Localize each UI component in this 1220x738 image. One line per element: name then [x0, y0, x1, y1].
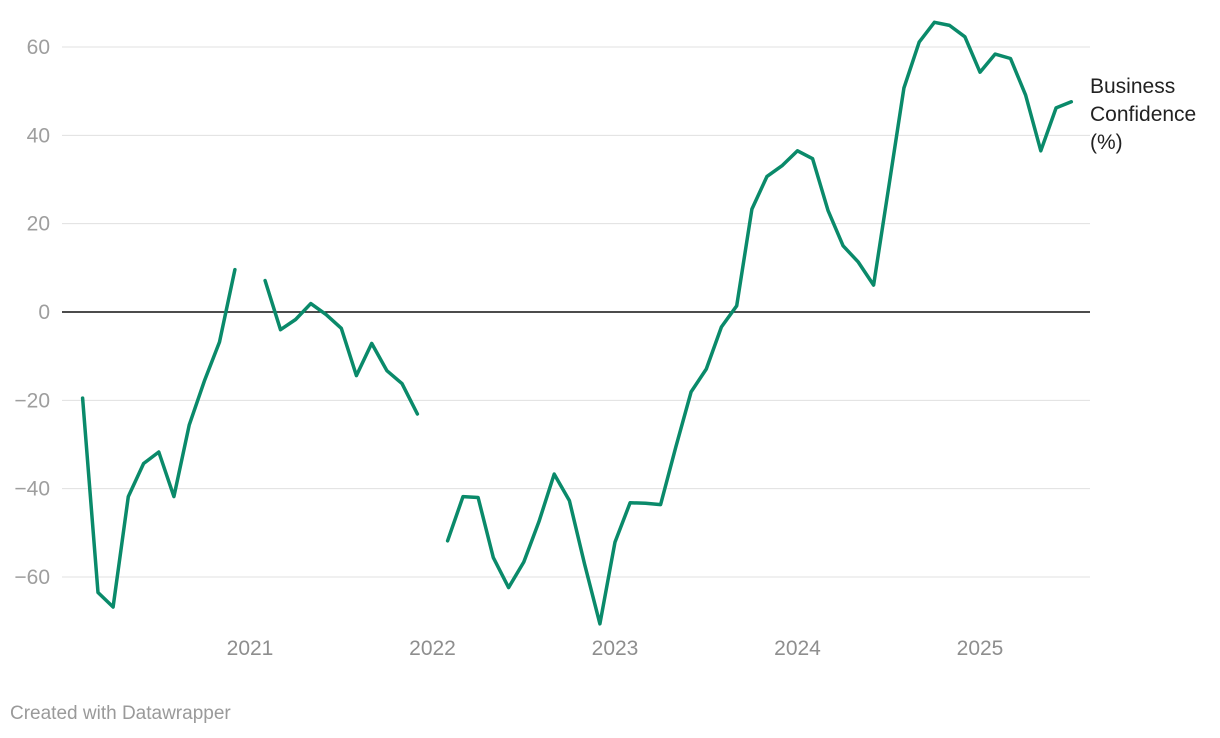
series-lines: [80, 20, 1074, 626]
y-axis-tick-labels: −60 −40 −20 0 20 40 60: [14, 36, 50, 589]
y-tick-label: 60: [27, 36, 50, 59]
y-tick-label: 40: [27, 124, 50, 147]
series-line-segment: [80, 267, 237, 609]
series-line-segment: [263, 278, 420, 416]
x-tick-label: 2022: [409, 637, 456, 660]
y-tick-label: −40: [14, 478, 50, 501]
y-tick-label: −20: [14, 389, 50, 412]
gridlines: [62, 46, 1090, 578]
credit-footer: Created with Datawrapper: [10, 703, 231, 724]
x-tick-label: 2023: [592, 637, 639, 660]
x-tick-label: 2021: [227, 637, 274, 660]
series-line-segment: [445, 20, 1074, 626]
x-tick-label: 2024: [774, 637, 821, 660]
y-tick-label: 20: [27, 213, 50, 236]
x-tick-label: 2025: [957, 637, 1004, 660]
series-label: Business Confidence (%): [1090, 75, 1196, 154]
x-axis-tick-labels: 2021 2022 2023 2024 2025: [227, 637, 1004, 660]
y-tick-label: −60: [14, 566, 50, 589]
y-tick-label: 0: [38, 301, 50, 324]
series-name-label: Business Confidence (%): [1090, 75, 1196, 154]
